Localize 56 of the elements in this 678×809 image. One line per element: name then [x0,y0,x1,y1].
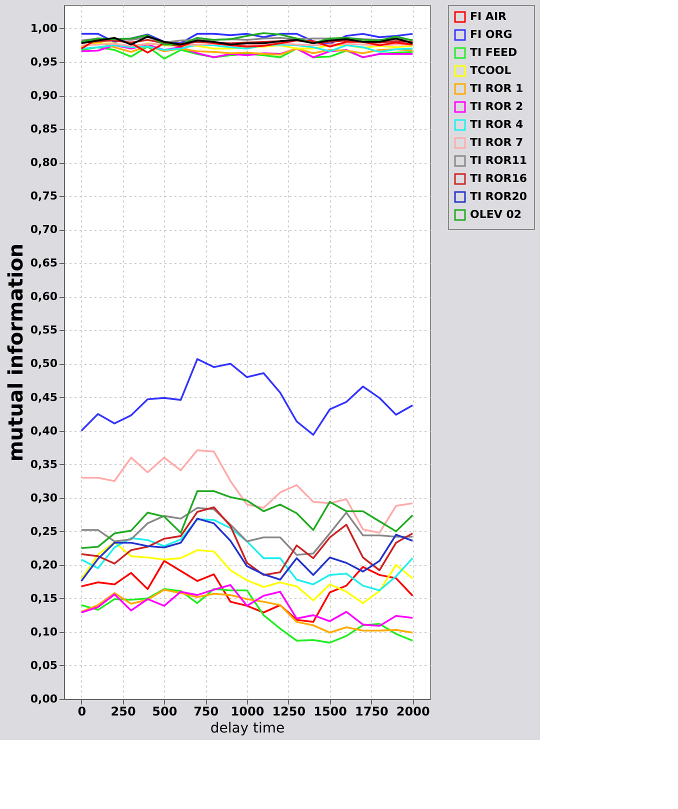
legend-label: TI ROR 1 [470,82,524,95]
y-tick-label: 0,20 [30,558,58,572]
line-series [80,44,414,53]
line-series [80,588,414,644]
line-series [80,507,414,556]
legend-label: FI AIR [470,10,508,23]
legend-label: OLEV 02 [470,208,522,221]
line-series [80,541,414,604]
legend-label: TI ROR 7 [470,136,524,149]
line-series [80,40,414,56]
line-series [80,358,414,436]
legend-label: TCOOL [470,64,512,77]
y-tick-label: 0,45 [30,390,58,404]
x-tick-label: 1250 [272,704,306,718]
y-tick-label: 0,90 [30,89,58,102]
line-series [80,506,414,576]
y-tick-label: 0,30 [30,491,58,504]
legend-label: TI FEED [470,46,518,59]
y-tick-label: 0,10 [30,625,58,638]
y-axis-title: mutual information [3,243,28,462]
legend-label: TI ROR 2 [470,100,524,113]
legend-label: TI ROR11 [470,154,528,167]
y-tick-label: 0,35 [30,458,58,471]
line-series [80,449,414,534]
x-tick-label: 1000 [230,704,264,718]
y-tick-label: 0,00 [30,692,58,706]
y-tick-label: 0,40 [30,424,58,438]
x-axis-title: delay time [210,720,285,736]
y-tick-label: 0,60 [30,290,58,304]
y-tick-label: 0,75 [30,190,58,203]
x-tick-label: 1500 [314,704,348,718]
y-tick-label: 0,15 [30,592,58,605]
line-series [80,584,414,627]
line-series [80,490,414,550]
legend-label: TI ROR16 [470,172,528,185]
x-tick-label: 750 [194,704,219,718]
x-tick-label: 500 [152,704,178,718]
x-tick-label: 250 [110,704,136,718]
x-tick-label: 0 [78,704,86,718]
legend-label: FI ORG [470,28,512,41]
y-tick-label: 0,65 [30,256,58,270]
y-tick-label: 0,25 [30,524,58,538]
y-tick-label: 0,80 [30,156,58,170]
line-series [80,588,414,634]
y-tick-label: 0,70 [30,223,58,236]
legend-label: TI ROR20 [470,190,528,203]
line-series [80,560,414,623]
x-tick-label: 2000 [396,704,430,718]
y-tick-label: 1,00 [30,22,58,35]
x-tick-label: 1750 [355,704,388,718]
y-tick-label: 0,85 [30,122,58,136]
y-tick-label: 0,55 [30,324,58,337]
y-tick-label: 0,50 [30,357,58,370]
y-tick-label: 0,05 [30,658,58,672]
y-tick-label: 0,95 [30,55,58,68]
legend-label: TI ROR 4 [470,118,524,131]
